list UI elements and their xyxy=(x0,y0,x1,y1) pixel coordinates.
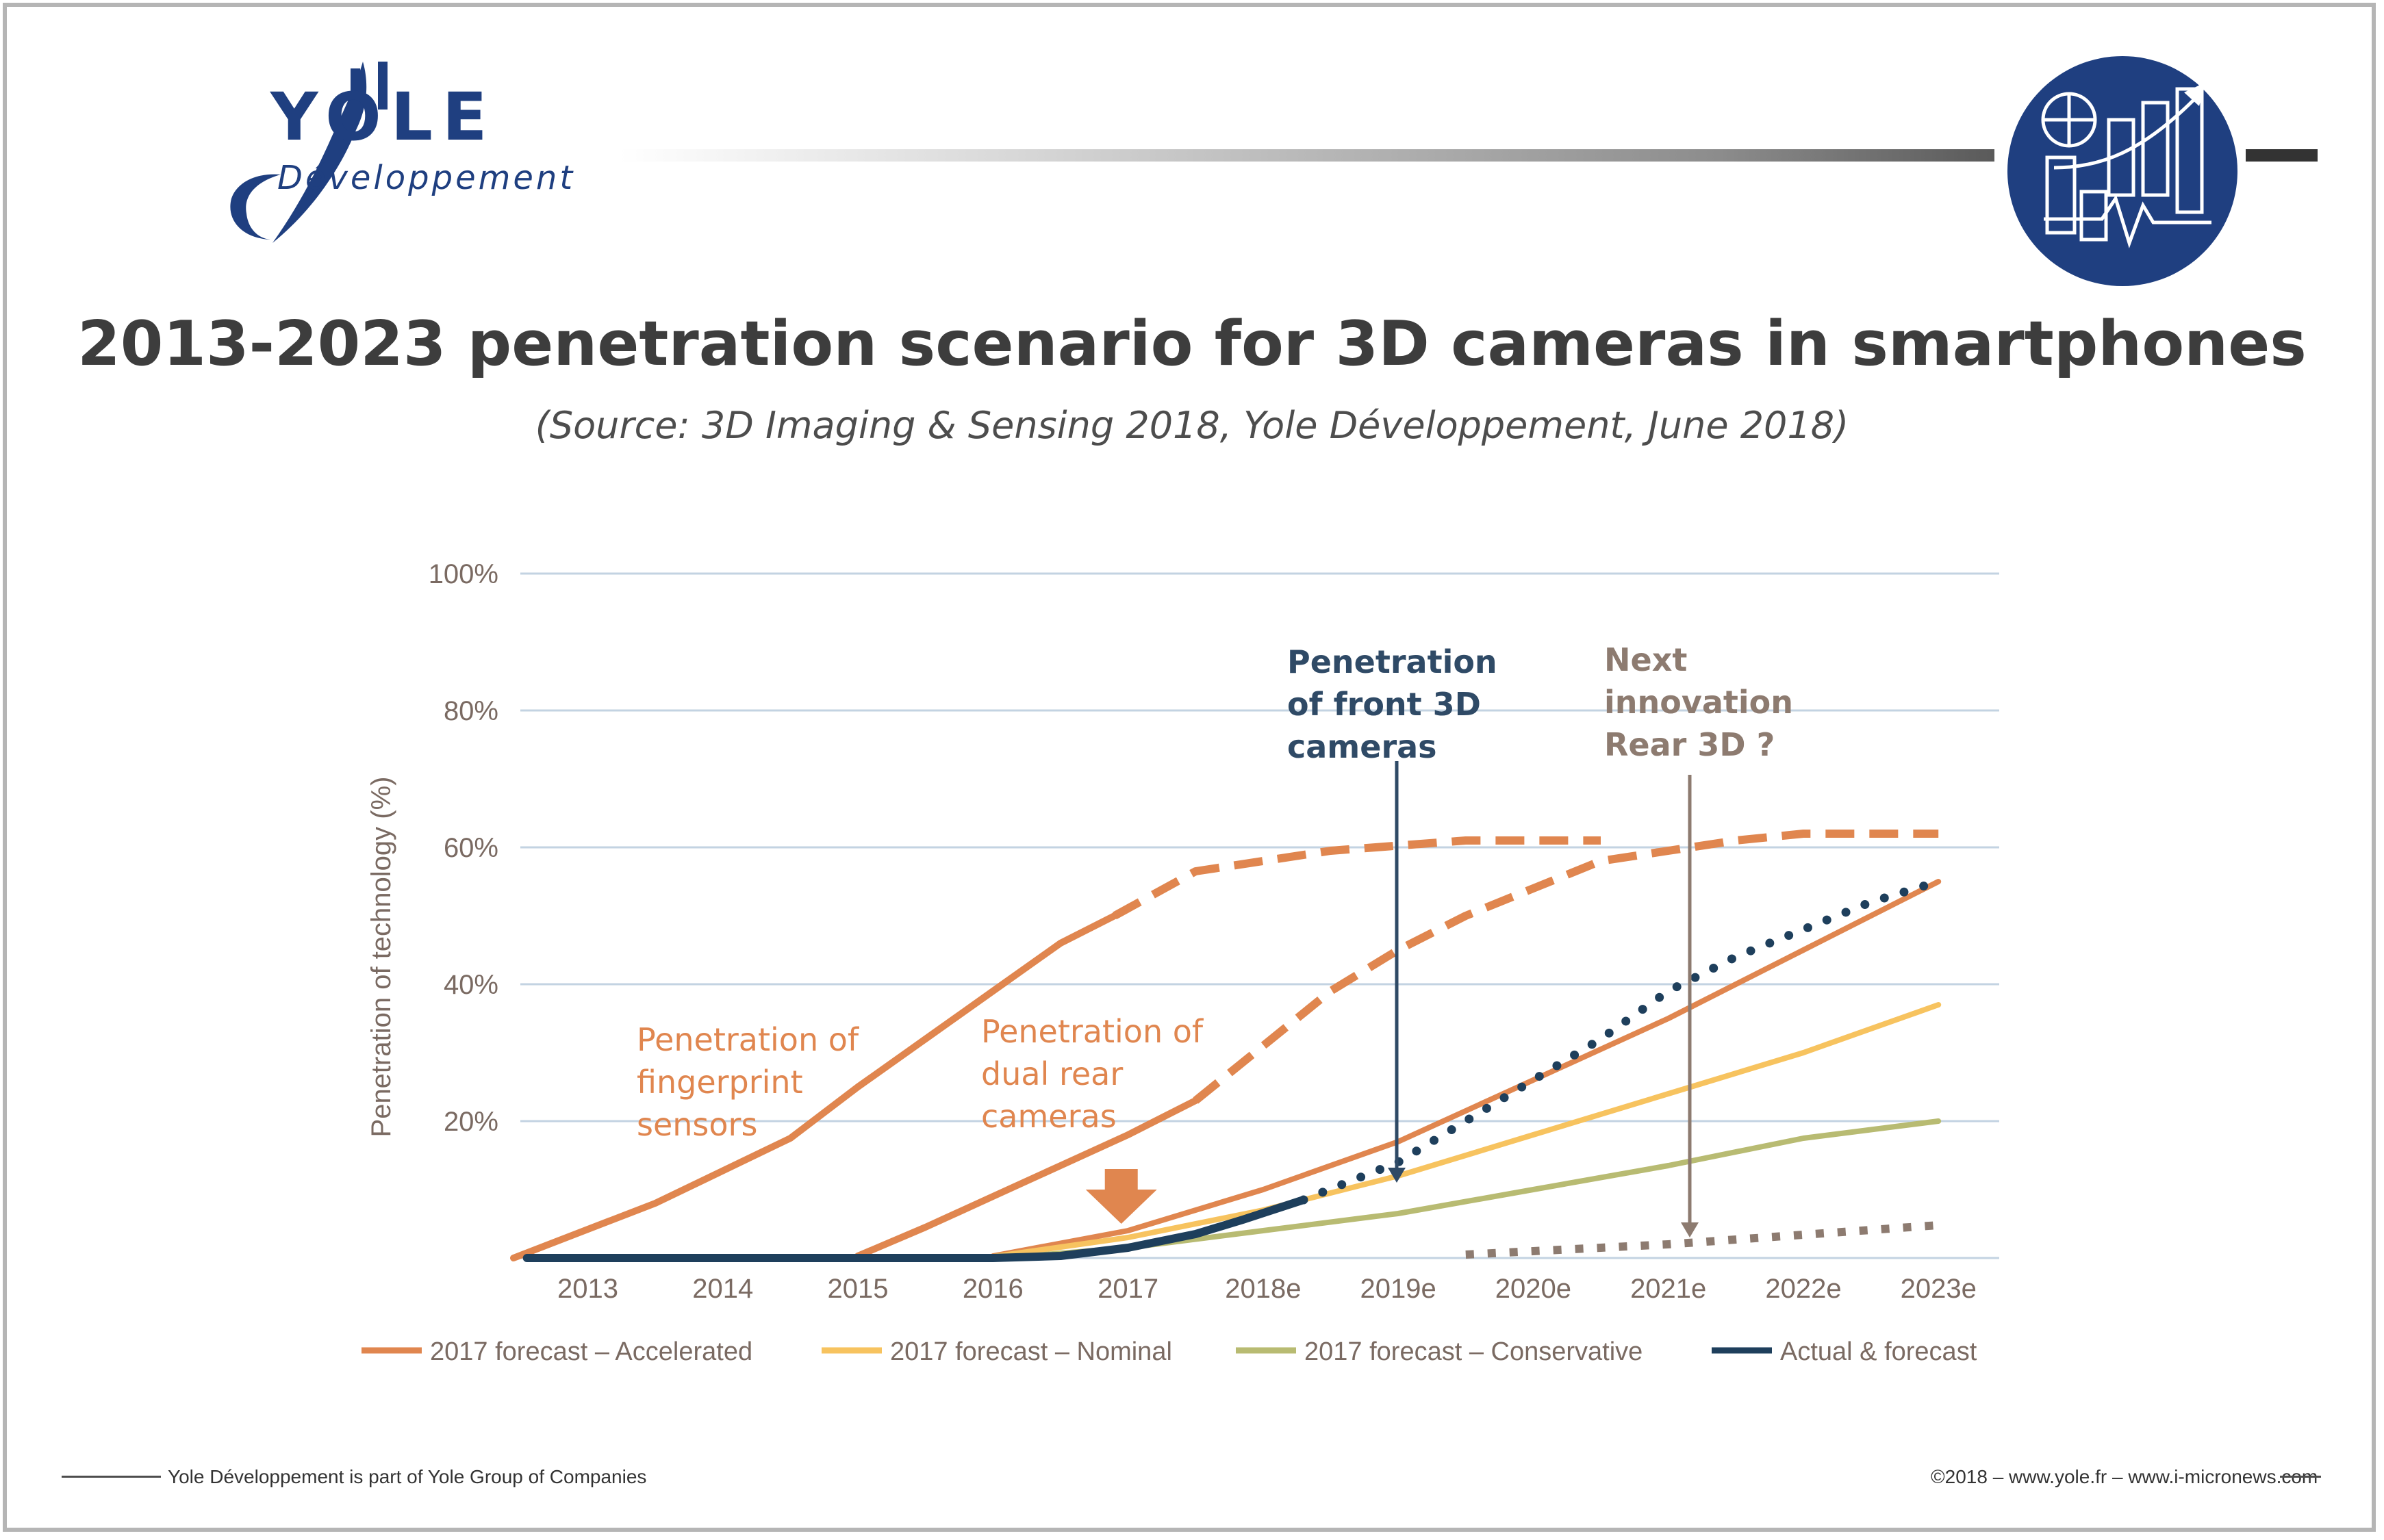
y-tick-label: 60% xyxy=(444,833,498,863)
y-tick-label: 100% xyxy=(429,559,498,589)
pointer-head xyxy=(1388,1168,1406,1183)
y-tick-label: 40% xyxy=(444,970,498,1000)
front-3d-annotation: Penetration of front 3D cameras xyxy=(1287,643,1497,765)
header-divider-end xyxy=(2246,149,2318,162)
fingerprint-curve-dashed xyxy=(1113,836,1601,920)
x-tick-label: 2015 xyxy=(828,1274,889,1304)
logo-subtitle: Développement xyxy=(277,159,576,197)
front-3d-annotation-line: cameras xyxy=(1287,728,1437,765)
front-3d-annotation-line: Penetration xyxy=(1287,643,1497,680)
grid-layer: 20% 40% 60% 80% 100% 2013 2014 2015 2016 2017 2018… xyxy=(366,559,1999,1304)
yole-logo-icon xyxy=(230,62,388,243)
slide-frame xyxy=(3,3,2376,1532)
x-tick-label: 2022e xyxy=(1765,1274,1841,1304)
annotation-layer: Penetration of fingerprint sensorsPenetrat… xyxy=(637,641,1793,1237)
slide-subtitle: (Source: 3D Imaging & Sensing 2018, Yole… xyxy=(535,404,1849,447)
x-tick-label: 2018e xyxy=(1225,1274,1301,1304)
front-3d-annotation-line: of front 3D xyxy=(1287,686,1481,723)
down-arrow-icon xyxy=(1085,1169,1157,1224)
dual-rear-annotation-line: dual rear xyxy=(981,1055,1123,1092)
fingerprint-annotation: Penetration of fingerprint sensors xyxy=(637,1021,860,1143)
fingerprint-annotation-line: fingerprint xyxy=(637,1064,803,1101)
legend-label-accelerated: 2017 forecast – Accelerated xyxy=(430,1337,752,1366)
y-tick-label: 20% xyxy=(444,1107,498,1137)
x-tick-label: 2021e xyxy=(1630,1274,1706,1304)
dual-rear-annotation: Penetration of dual rear cameras xyxy=(981,1013,1204,1135)
series-layer xyxy=(510,830,1943,1262)
dual-rear-curve-solid xyxy=(854,1097,1200,1259)
legend-layer: 2017 forecast – Accelerated 2017 forecast… xyxy=(362,1337,1977,1366)
legend-label-conservative: 2017 forecast – Conservative xyxy=(1304,1337,1643,1366)
fingerprint-annotation-line: sensors xyxy=(637,1106,757,1143)
x-tick-label: 2017 xyxy=(1098,1274,1158,1304)
x-tick-label: 2014 xyxy=(692,1274,753,1304)
next-innovation-annotation: Next innovation Rear 3D ? xyxy=(1604,641,1793,763)
x-tick-label: 2013 xyxy=(557,1274,618,1304)
next-innovation-annotation-line: Rear 3D ? xyxy=(1604,726,1775,763)
dual-rear-annotation-line: Penetration of xyxy=(981,1013,1204,1050)
logo-wordmark: YOLE xyxy=(270,79,497,155)
x-tick-label: 2020e xyxy=(1495,1274,1571,1304)
penetration-chart: 20% 40% 60% 80% 100% 2013 2014 2015 2016 2017 2018… xyxy=(362,559,1999,1366)
slide-title: 2013-2023 penetration scenario for 3D ca… xyxy=(77,308,2307,380)
dual-rear-curve-dashed xyxy=(1193,830,1939,1104)
legend-label-nominal: 2017 forecast – Nominal xyxy=(890,1337,1172,1366)
header-divider xyxy=(620,149,1994,162)
y-tick-label: 80% xyxy=(444,696,498,726)
legend-label-actual: Actual & forecast xyxy=(1780,1337,1977,1366)
rear-3d-curve-dotted xyxy=(1465,1221,1939,1259)
fingerprint-annotation-line: Penetration of xyxy=(637,1021,860,1058)
footer-rule-right xyxy=(2280,1476,2321,1478)
x-tick-label: 2019e xyxy=(1360,1274,1436,1304)
pointer-head xyxy=(1681,1222,1699,1237)
y-axis-title: Penetration of technology (%) xyxy=(366,777,396,1138)
footer-rule-left xyxy=(62,1476,161,1478)
x-tick-label: 2023e xyxy=(1901,1274,1977,1304)
series-accelerated-line xyxy=(990,879,1942,1259)
rear-3d-pointer-arrow xyxy=(1681,775,1699,1237)
series-actual-line xyxy=(522,1196,1308,1262)
next-innovation-annotation-line: innovation xyxy=(1604,684,1793,721)
footer-company-note: Yole Développement is part of Yole Group… xyxy=(168,1466,647,1487)
series-nominal-line xyxy=(990,1002,1942,1259)
fingerprint-curve-solid xyxy=(510,912,1118,1261)
dual-rear-annotation-line: cameras xyxy=(981,1098,1117,1135)
next-innovation-annotation-line: Next xyxy=(1604,641,1687,678)
series-actual-forecast-dots xyxy=(1299,877,1943,1205)
footer-copyright: ©2018 – www.yole.fr – www.i-micronews.co… xyxy=(1931,1466,2318,1487)
front-3d-pointer-arrow xyxy=(1388,761,1406,1183)
market-analysis-badge-icon xyxy=(2007,56,2237,286)
x-tick-label: 2016 xyxy=(963,1274,1024,1304)
